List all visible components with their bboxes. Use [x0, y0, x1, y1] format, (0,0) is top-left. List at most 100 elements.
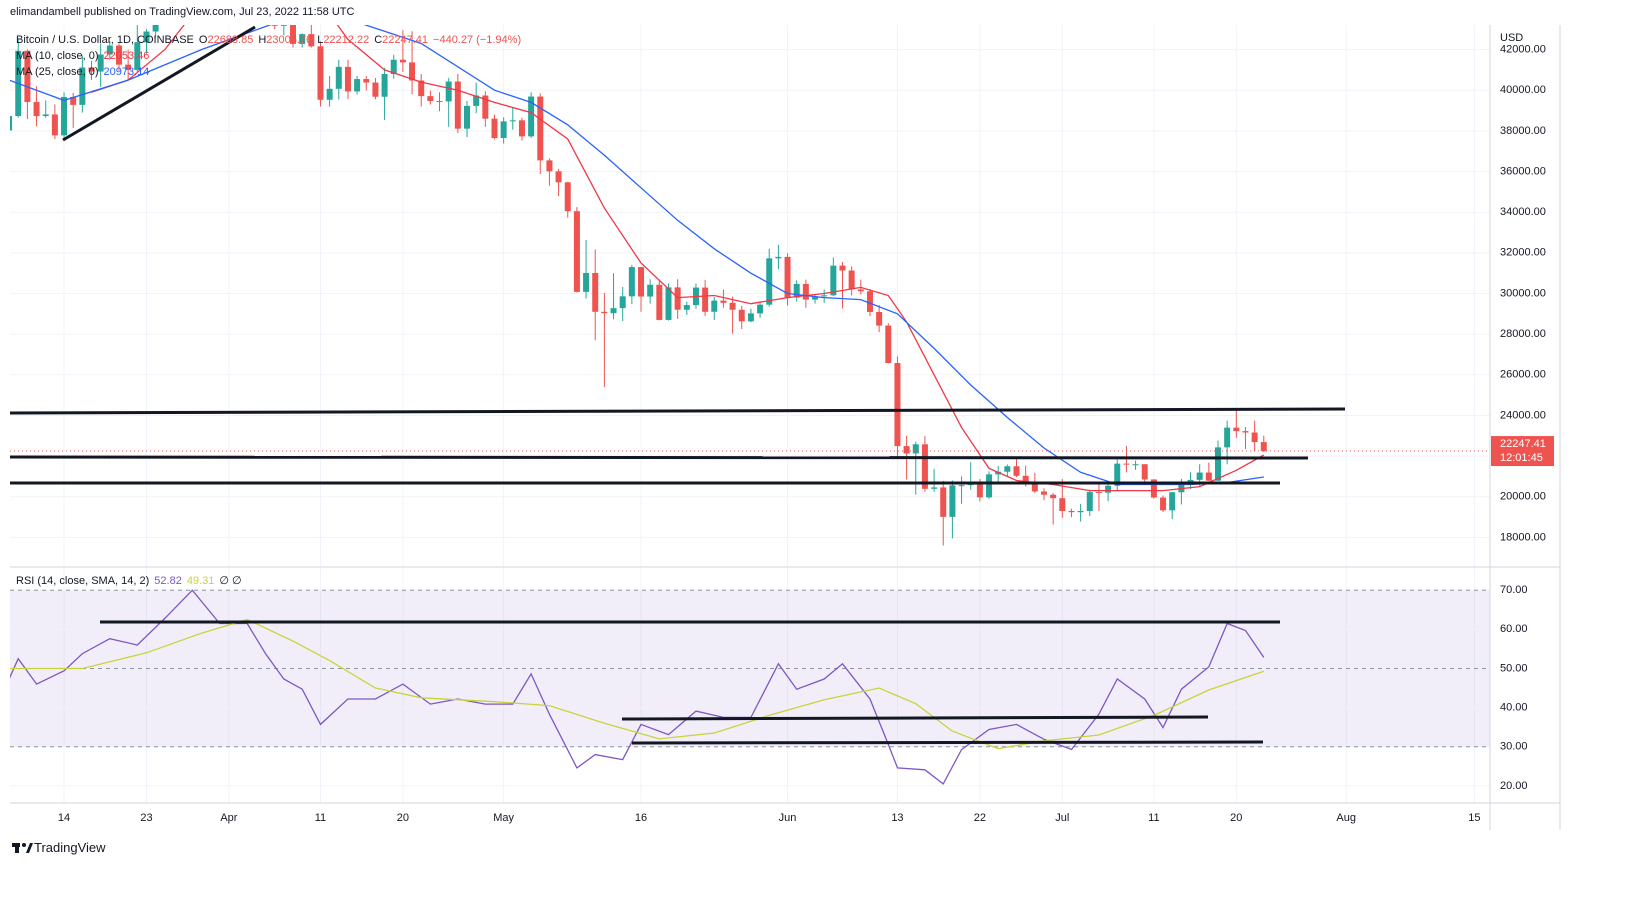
candle-body: [454, 81, 461, 129]
candle-body: [24, 50, 31, 103]
candle-body: [33, 102, 40, 117]
candle-body: [784, 256, 791, 298]
y-tick-label: 30.00: [1500, 741, 1528, 753]
candle-body: [381, 73, 388, 97]
candle-body: [949, 485, 956, 517]
x-tick-label: 13: [891, 812, 903, 824]
ohlc-value: 22212.22: [323, 34, 370, 46]
x-tick-label: 16: [635, 812, 647, 824]
brand-logo: [12, 842, 33, 853]
moving-average-line: [91, 25, 1265, 492]
candle-body: [931, 487, 938, 489]
rsi-line: [621, 715, 1209, 721]
y-tick-label: 60.00: [1500, 623, 1528, 635]
x-tick-label: 20: [397, 812, 409, 824]
candle-body: [1123, 463, 1130, 465]
candle-body: [1086, 492, 1093, 511]
support-line: [10, 455, 1309, 460]
candle-body: [812, 296, 819, 300]
candle-body: [427, 96, 434, 102]
x-tick-label: Apr: [220, 812, 237, 824]
x-tick-label: Aug: [1336, 812, 1356, 824]
symbol-title: Bitcoin / U.S. Dollar, 1D, COINBASE: [16, 34, 194, 46]
brand-name: TradingView: [34, 840, 106, 855]
x-tick-label: 22: [974, 812, 986, 824]
candle-body: [134, 42, 141, 70]
candle-body: [610, 308, 617, 314]
candle-body: [647, 284, 654, 297]
candle-body: [1059, 498, 1066, 511]
legend-series-value: 22053.46: [103, 50, 150, 62]
candle-body: [436, 101, 443, 103]
candle-body: [399, 59, 406, 63]
candle-body: [1114, 463, 1121, 486]
candle-body: [162, 2, 168, 10]
candle-body: [1132, 464, 1139, 466]
candle-body: [1251, 432, 1258, 443]
candle-body: [1095, 492, 1102, 494]
indicator-title: RSI (14, close, SMA, 14, 2): [16, 575, 150, 587]
candle-body: [912, 444, 919, 454]
candle-body: [757, 304, 764, 314]
candle-body: [1150, 479, 1157, 498]
y-tick-label: 32000.00: [1500, 247, 1546, 259]
candle-body: [152, 25, 159, 32]
legend-series-value: 52.82: [154, 575, 182, 587]
ohlc-value: 22688.85: [207, 34, 254, 46]
candle-body: [509, 120, 516, 122]
legend-row: MA (10, close, 0) 22053.46: [16, 48, 526, 64]
candle-body: [354, 79, 361, 92]
y-tick-label: 38000.00: [1500, 125, 1546, 137]
ohlc-letter: C: [374, 34, 383, 46]
last-price-label: 22247.41: [1500, 438, 1546, 450]
candle-body: [289, 25, 296, 44]
candle-body: [628, 267, 635, 297]
legend-row: MA (25, close, 0) 20973.14: [16, 64, 526, 80]
candle-body: [601, 311, 608, 314]
rsi-trend-lines: [100, 620, 1280, 745]
candle-body: [1169, 492, 1176, 511]
candle-body: [1013, 466, 1020, 476]
y-tick-label: 40.00: [1500, 701, 1528, 713]
x-tick-label: 14: [58, 812, 70, 824]
candle-body: [42, 114, 49, 117]
candle-body: [711, 300, 718, 312]
legend-series-value: 49.31: [186, 575, 215, 587]
candle-body: [390, 59, 397, 74]
candle-body: [88, 67, 95, 72]
change-value: −440.27 (−1.94%): [433, 34, 522, 46]
candle-body: [683, 305, 690, 310]
y-tick-label: 28000.00: [1500, 328, 1546, 340]
candle-body: [528, 96, 535, 137]
candle-body: [61, 96, 68, 136]
candle-body: [665, 287, 672, 320]
candle-body: [766, 258, 773, 305]
candle-body: [537, 96, 544, 161]
candle-body: [418, 80, 425, 97]
candle-body: [729, 302, 736, 310]
rsi-line: [631, 740, 1264, 745]
rsi-legend: RSI (14, close, SMA, 14, 2) 52.82 49.31 ∅ ∅: [16, 573, 247, 589]
candle-body: [839, 265, 846, 271]
x-tick-label: May: [493, 812, 514, 824]
trend-line: [62, 25, 256, 142]
candle-body: [921, 444, 928, 489]
candle-body: [445, 81, 452, 102]
candle-body: [1050, 494, 1057, 499]
candle-body: [518, 120, 525, 137]
candle-body: [793, 283, 800, 298]
currency-label: USD: [1500, 32, 1523, 44]
x-tick-label: Jul: [1055, 812, 1069, 824]
y-tick-label: 34000.00: [1500, 206, 1546, 218]
legend-row: Bitcoin / U.S. Dollar, 1D, COINBASE O2268…: [16, 32, 526, 48]
candle-body: [1031, 481, 1038, 492]
candle-body: [702, 287, 709, 312]
candle-body: [976, 482, 983, 498]
y-tick-label: 36000.00: [1500, 165, 1546, 177]
candle-body: [1022, 475, 1029, 482]
candle-body: [171, 0, 177, 2]
countdown-label: 12:01:45: [1500, 452, 1543, 464]
candle-body: [271, 25, 278, 26]
candle-body: [802, 283, 809, 300]
